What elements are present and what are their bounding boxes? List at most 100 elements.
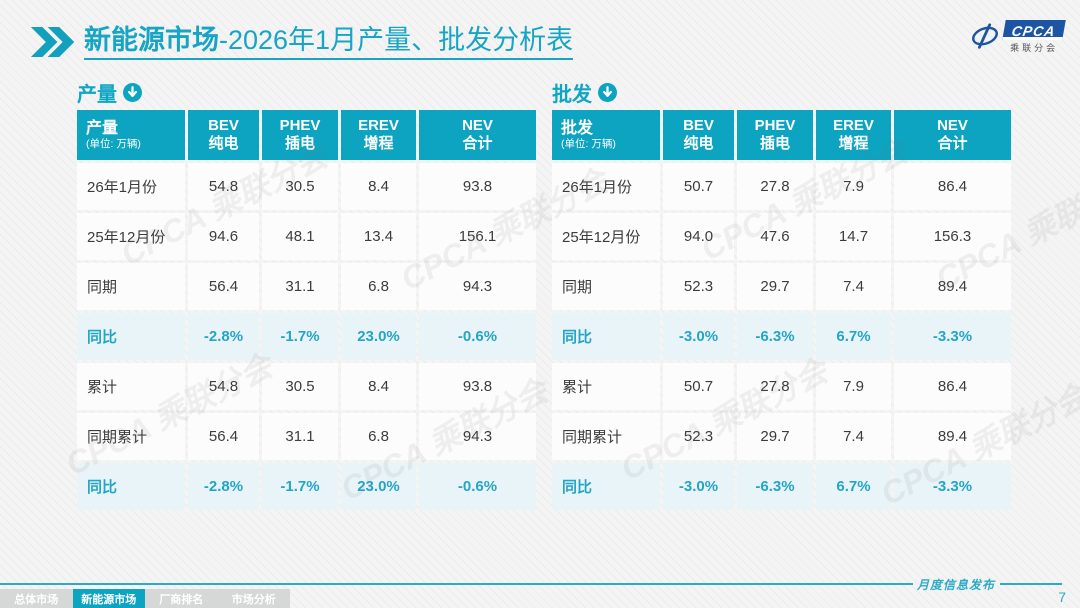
cell-erev: 23.0% [341, 313, 416, 360]
row-label: 累计 [552, 363, 660, 410]
cell-phev: 47.6 [737, 213, 813, 260]
table-header-row: 产量 (单位: 万辆) BEV 纯电 PHEV 插电 EREV 增程 [77, 110, 536, 160]
production-section-head: 产量 [77, 80, 536, 106]
row-label: 26年1月份 [552, 163, 660, 210]
cell-phev: -1.7% [262, 313, 338, 360]
table-row: 同比 -2.8% -1.7% 23.0% -0.6% [77, 463, 536, 510]
nav-tab-label: 总体市场 [14, 593, 59, 606]
cell-erev: 8.4 [341, 363, 416, 410]
cell-nev: -3.3% [894, 313, 1011, 360]
nav-tab-label: 厂商排名 [159, 593, 204, 606]
nav-tab[interactable]: 总体市场 [0, 589, 73, 608]
column-en-label: NEV [937, 117, 968, 134]
download-arrow-icon [598, 82, 617, 102]
cell-phev: 29.7 [737, 263, 813, 310]
cell-erev: 6.8 [341, 413, 416, 460]
table-row: 同期 56.4 31.1 6.8 94.3 [77, 263, 536, 310]
cell-bev: 50.7 [663, 363, 734, 410]
cell-phev: -6.3% [737, 313, 813, 360]
column-zh-label: 合计 [937, 135, 968, 152]
cell-phev: 29.7 [737, 413, 813, 460]
cell-bev: 52.3 [663, 263, 734, 310]
page-title-highlight: 新能源市场 [84, 25, 219, 55]
cell-bev: 94.6 [188, 213, 259, 260]
cell-nev: 89.4 [894, 413, 1011, 460]
wholesale-section-label: 批发 [552, 83, 592, 106]
cell-bev: 56.4 [188, 263, 259, 310]
column-zh-label: 纯电 [208, 135, 239, 152]
production-section: 产量 产量 (单位: 万辆) BEV 纯电 PHEV [77, 80, 536, 510]
table-header-row: 批发 (单位: 万辆) BEV 纯电 PHEV 插电 EREV 增程 [552, 110, 1011, 160]
table-row: 累计 54.8 30.5 8.4 93.8 [77, 363, 536, 410]
table-row: 同比 -3.0% -6.3% 6.7% -3.3% [552, 313, 1011, 360]
table-header-cell: NEV 合计 [419, 110, 536, 160]
column-en-label: PHEV [279, 117, 321, 134]
table-header-cell: BEV 纯电 [663, 110, 734, 160]
cell-bev: -2.8% [188, 463, 259, 510]
nav-tab[interactable]: 新能源市场 [72, 589, 145, 608]
cell-nev: 86.4 [894, 163, 1011, 210]
column-zh-label: 增程 [363, 135, 394, 152]
cell-erev: 23.0% [341, 463, 416, 510]
column-en-label: BEV [683, 117, 714, 134]
table-header-cell: PHEV 插电 [737, 110, 813, 160]
footer-label: 月度信息发布 [916, 578, 995, 592]
table-header-label-cell: 产量 (单位: 万辆) [77, 110, 185, 160]
cell-nev: 156.1 [419, 213, 536, 260]
wholesale-table: 批发 (单位: 万辆) BEV 纯电 PHEV 插电 EREV 增程 [552, 110, 1011, 510]
nav-tab-label: 新能源市场 [81, 593, 137, 606]
cell-phev: 31.1 [262, 263, 338, 310]
nav-tab[interactable]: 厂商排名 [145, 589, 218, 608]
cell-phev: 27.8 [737, 163, 813, 210]
cell-bev: 56.4 [188, 413, 259, 460]
cell-bev: -3.0% [663, 463, 734, 510]
download-arrow-icon [123, 82, 142, 102]
table-header-cell: PHEV 插电 [262, 110, 338, 160]
page-title: 新能源市场-2026年1月产量、批发分析表 [84, 24, 574, 61]
cell-erev: 14.7 [816, 213, 891, 260]
cell-phev: -1.7% [262, 463, 338, 510]
title-row: 新能源市场-2026年1月产量、批发分析表 [30, 24, 574, 61]
wholesale-section-head: 批发 [552, 80, 1011, 106]
production-table: 产量 (单位: 万辆) BEV 纯电 PHEV 插电 EREV 增程 [77, 110, 536, 510]
table-row: 同期累计 52.3 29.7 7.4 89.4 [552, 413, 1011, 460]
column-zh-label: 合计 [462, 135, 493, 152]
double-chevron-icon [30, 27, 75, 58]
footer-divider [1000, 583, 1062, 585]
production-section-label: 产量 [77, 83, 117, 106]
column-zh-label: 插电 [759, 135, 790, 152]
column-zh-label: 增程 [838, 135, 869, 152]
table-header-cell: EREV 增程 [341, 110, 416, 160]
nav-tab[interactable]: 市场分析 [218, 589, 291, 608]
table-header-unit: (单位: 万辆) [561, 138, 616, 151]
cell-erev: 8.4 [341, 163, 416, 210]
table-row: 26年1月份 50.7 27.8 7.9 86.4 [552, 163, 1011, 210]
table-row: 同期 52.3 29.7 7.4 89.4 [552, 263, 1011, 310]
table-header-title: 产量 [86, 120, 119, 138]
cpca-swoosh-icon [972, 23, 999, 49]
row-label: 同期累计 [552, 413, 660, 460]
table-header-cell: EREV 增程 [816, 110, 891, 160]
cpca-logo: CPCA 乘联分会 [970, 20, 1066, 54]
cell-erev: 7.9 [816, 163, 891, 210]
cell-erev: 6.8 [341, 263, 416, 310]
page-title-rest: -2026年1月产量、批发分析表 [219, 25, 574, 55]
table-header-label-cell: 批发 (单位: 万辆) [552, 110, 660, 160]
cell-bev: 54.8 [188, 163, 259, 210]
cell-phev: 27.8 [737, 363, 813, 410]
cell-erev: 6.7% [816, 463, 891, 510]
table-row: 同期累计 56.4 31.1 6.8 94.3 [77, 413, 536, 460]
row-label: 同比 [77, 463, 185, 510]
row-label: 同比 [552, 463, 660, 510]
table-row: 累计 50.7 27.8 7.9 86.4 [552, 363, 1011, 410]
cell-nev: 93.8 [419, 363, 536, 410]
cell-bev: 52.3 [663, 413, 734, 460]
nav-tab-label: 市场分析 [231, 593, 276, 606]
column-en-label: BEV [208, 117, 239, 134]
page-number: 7 [1058, 589, 1066, 605]
cell-erev: 13.4 [341, 213, 416, 260]
cell-nev: -0.6% [419, 463, 536, 510]
cell-bev: -3.0% [663, 313, 734, 360]
cell-phev: -6.3% [737, 463, 813, 510]
